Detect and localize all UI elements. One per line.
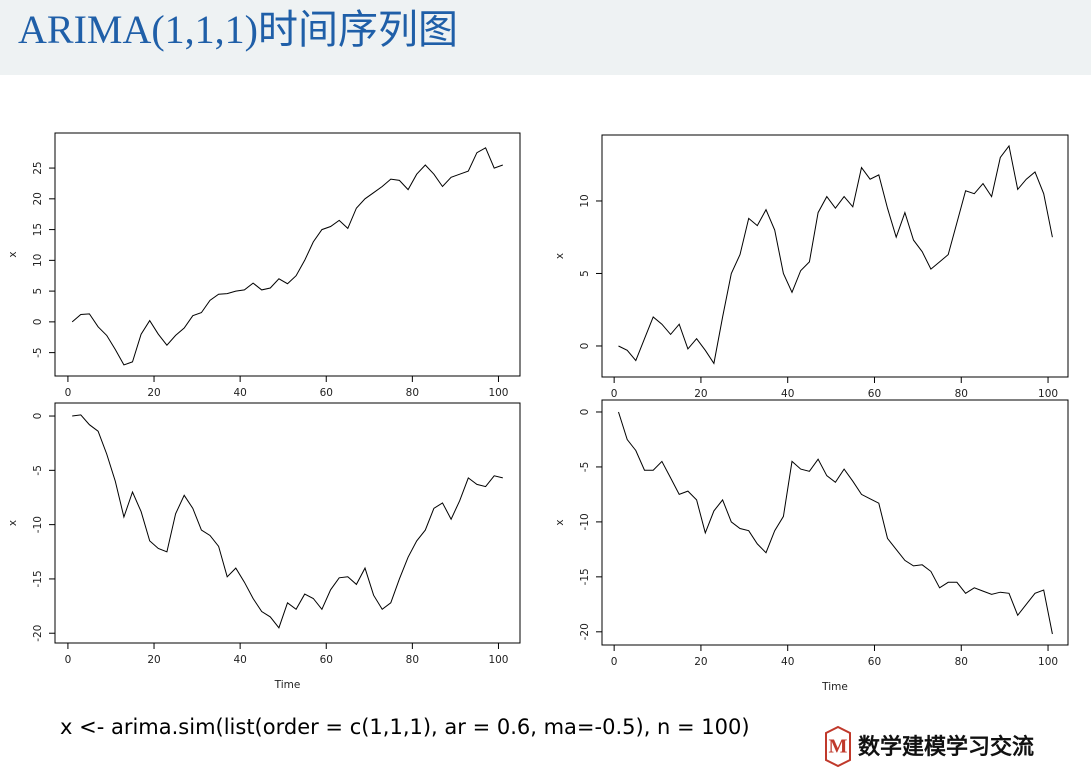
y-tick-label: -20 — [32, 625, 44, 642]
x-tick-label: 40 — [233, 654, 246, 666]
x-tick-label: 0 — [65, 654, 72, 666]
x-axis-label: Time — [274, 679, 301, 691]
plot-frame — [54, 402, 521, 644]
plot-frame — [601, 399, 1069, 646]
logo-text: 数学建模学习交流 — [858, 734, 1034, 760]
x-tick-label: 60 — [320, 654, 333, 666]
x-tick-label: 60 — [868, 656, 881, 668]
y-tick-label: -5 — [32, 465, 44, 475]
x-tick-label: 0 — [65, 387, 72, 399]
chart: 0 20 40 60 80 100 0 5 10 x — [554, 134, 1069, 400]
x-axis-label: Time — [821, 681, 848, 693]
y-tick-label: 20 — [32, 192, 44, 205]
y-tick-label: -5 — [579, 462, 591, 472]
y-tick-label: -15 — [579, 568, 591, 585]
x-tick-label: 40 — [233, 387, 246, 399]
slide-title: ARIMA(1,1,1)时间序列图 — [18, 7, 458, 52]
y-tick-label: 0 — [32, 319, 44, 326]
x-tick-label: 80 — [406, 654, 419, 666]
x-tick-label: 80 — [955, 388, 968, 400]
y-tick-label: 0 — [32, 413, 44, 420]
x-tick-label: 100 — [488, 387, 508, 399]
y-tick-label: 25 — [32, 161, 44, 174]
y-axis-label: x — [554, 253, 566, 259]
x-tick-label: 100 — [1038, 656, 1058, 668]
series-line — [72, 414, 503, 629]
logo: M 数学建模学习交流 — [825, 725, 1034, 768]
y-axis-label: x — [554, 519, 566, 525]
y-tick-label: 15 — [32, 223, 44, 236]
y-tick-label: -20 — [579, 623, 591, 640]
x-tick-label: 60 — [868, 388, 881, 400]
x-tick-label: 80 — [955, 656, 968, 668]
plot-frame — [54, 132, 521, 377]
logo-mark: M — [829, 736, 848, 758]
x-tick-label: 40 — [781, 388, 794, 400]
y-tick-label: 0 — [579, 343, 591, 350]
x-tick-label: 0 — [611, 656, 618, 668]
y-tick-label: 5 — [32, 288, 44, 295]
logo-badge — [825, 725, 851, 768]
y-tick-label: -10 — [579, 513, 591, 530]
x-tick-label: 20 — [694, 656, 707, 668]
x-tick-label: 100 — [488, 654, 508, 666]
chart: 0 20 40 60 80 100 -5 0 5 10 15 20 25 x — [7, 132, 521, 399]
y-axis-label: x — [7, 520, 19, 526]
x-tick-label: 60 — [320, 387, 333, 399]
x-tick-label: 100 — [1038, 388, 1058, 400]
series-line — [71, 147, 503, 366]
y-tick-label: 10 — [579, 194, 591, 207]
y-tick-label: -10 — [32, 516, 44, 533]
series-line — [618, 144, 1053, 365]
y-tick-label: -5 — [32, 347, 44, 357]
y-tick-label: 5 — [579, 270, 591, 277]
y-tick-label: -15 — [32, 570, 44, 587]
chart: 0 20 40 60 80 100 -20 -15 -10 -5 0 x Time — [554, 399, 1069, 693]
x-tick-label: 80 — [406, 387, 419, 399]
x-tick-label: 20 — [147, 387, 160, 399]
y-tick-label: 0 — [579, 409, 591, 416]
header-band — [0, 0, 1091, 75]
x-tick-label: 0 — [611, 388, 618, 400]
y-tick-label: 10 — [32, 254, 44, 267]
plot-frame — [601, 134, 1069, 378]
y-axis-label: x — [7, 251, 19, 257]
chart: 0 20 40 60 80 100 -20 -15 -10 -5 0 x Time — [7, 402, 521, 691]
x-tick-label: 40 — [781, 656, 794, 668]
series-line — [618, 411, 1053, 635]
x-tick-label: 20 — [694, 388, 707, 400]
caption: x <- arima.sim(list(order = c(1,1,1), ar… — [60, 715, 750, 739]
x-tick-label: 20 — [147, 654, 160, 666]
